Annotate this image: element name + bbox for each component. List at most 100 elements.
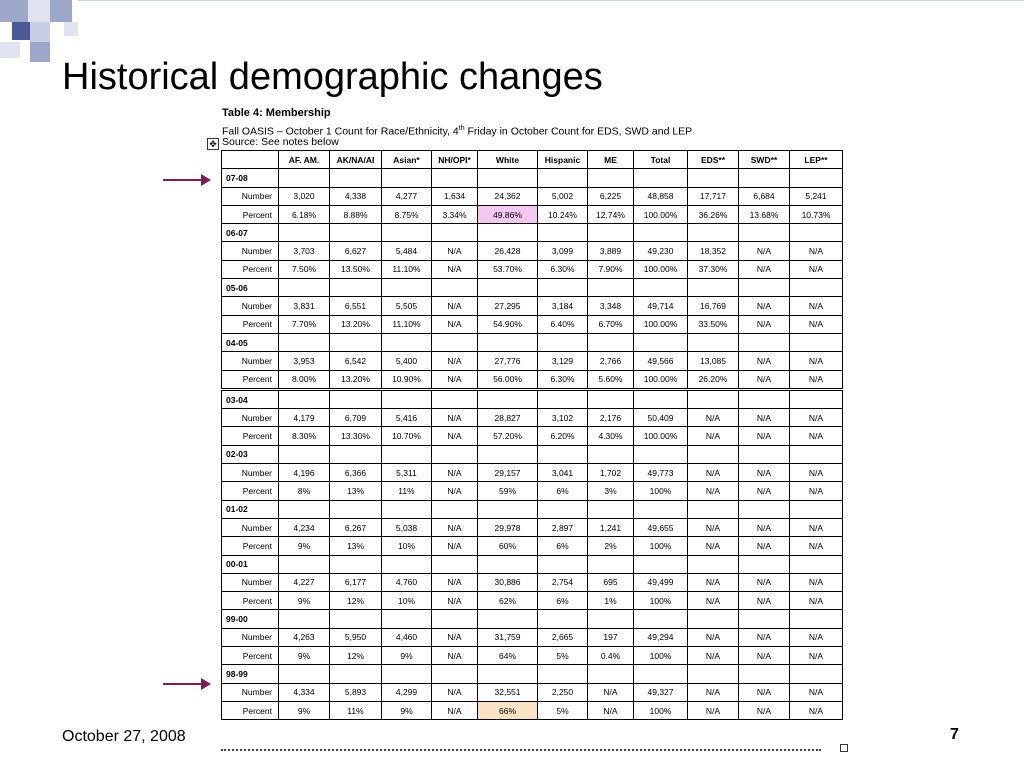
table-subtitle-sup: th bbox=[458, 125, 465, 132]
empty-cell bbox=[738, 554, 790, 574]
table-cell: N/A bbox=[431, 369, 478, 390]
empty-cell bbox=[633, 554, 688, 574]
empty-cell bbox=[431, 168, 478, 188]
empty-cell bbox=[278, 664, 330, 684]
table-cell: 6% bbox=[537, 591, 588, 611]
slide-title: Historical demographic changes bbox=[62, 56, 603, 98]
empty-cell bbox=[633, 278, 688, 298]
table-cell: 50,409 bbox=[633, 408, 688, 428]
empty-cell bbox=[738, 499, 790, 519]
table-cell: 100.00% bbox=[633, 204, 688, 225]
table-cell: 4,460 bbox=[381, 627, 432, 648]
column-header: AK/NA/AI bbox=[329, 149, 382, 170]
row-label: Percent bbox=[221, 481, 279, 501]
table-cell: 49,294 bbox=[633, 627, 688, 648]
empty-cell bbox=[431, 332, 478, 353]
table-cell: 7.50% bbox=[278, 259, 330, 280]
table-row: Number 3,020 4,338 4,277 1,634 24,362 5,002 6,2… bbox=[221, 186, 843, 206]
empty-cell bbox=[477, 444, 538, 465]
table-cell: 27,295 bbox=[477, 296, 538, 316]
table-cell: 6,225 bbox=[587, 186, 634, 206]
empty-cell bbox=[687, 499, 739, 519]
table-row: Number 4,263 5,950 4,460 N/A 31,759 2,665 197 49… bbox=[221, 627, 843, 648]
table-cell: 13.50% bbox=[329, 259, 382, 280]
table-cell: 4,334 bbox=[278, 682, 330, 702]
table-move-handle-icon[interactable]: ✥ bbox=[207, 138, 219, 150]
table-cell: 6.30% bbox=[537, 369, 588, 390]
column-header: Asian* bbox=[381, 149, 432, 170]
empty-cell bbox=[633, 664, 688, 684]
table-cell: 49,230 bbox=[633, 241, 688, 261]
table-cell: 8.00% bbox=[278, 369, 330, 390]
table-cell: 10.90% bbox=[381, 369, 432, 390]
table-cell: 5,400 bbox=[381, 351, 432, 371]
empty-cell bbox=[537, 168, 588, 188]
table-cell: N/A bbox=[738, 314, 790, 334]
table-cell: 10% bbox=[381, 536, 432, 556]
row-label: Number bbox=[221, 517, 279, 538]
header-row: AF. AM. AK/NA/AI Asian* NH/OPI* White Hispani… bbox=[221, 149, 843, 170]
table-cell: 3,953 bbox=[278, 351, 330, 371]
table-row: Percent 9% 12% 9% N/A 64% 5% 0.4% 100% N/A N/A N/A bbox=[221, 646, 843, 666]
empty-cell bbox=[789, 664, 843, 684]
table-cell: N/A bbox=[789, 426, 843, 446]
table-cell: N/A bbox=[789, 241, 843, 261]
table-cell: 6% bbox=[537, 481, 588, 501]
table-cell: 16,769 bbox=[687, 296, 739, 316]
table-cell: N/A bbox=[431, 646, 478, 666]
table-cell: N/A bbox=[789, 536, 843, 556]
table-cell: 33.50% bbox=[687, 314, 739, 334]
table-cell: 5,311 bbox=[381, 463, 432, 483]
empty-cell bbox=[738, 444, 790, 465]
empty-cell bbox=[278, 554, 330, 574]
table-cell: 32,551 bbox=[477, 682, 538, 702]
empty-cell bbox=[477, 223, 538, 243]
empty-cell bbox=[278, 223, 330, 243]
table-cell: 100% bbox=[633, 646, 688, 666]
table-cell: 6,684 bbox=[738, 186, 790, 206]
resize-handle-icon[interactable] bbox=[840, 744, 848, 752]
table-cell: 100% bbox=[633, 481, 688, 501]
empty-cell bbox=[789, 387, 843, 410]
table-cell: 100.00% bbox=[633, 369, 688, 390]
table-cell: N/A bbox=[738, 572, 790, 593]
table-cell: N/A bbox=[738, 463, 790, 483]
table-cell: 49,566 bbox=[633, 351, 688, 371]
table-cell: 3,184 bbox=[537, 296, 588, 316]
decor-square bbox=[0, 42, 20, 58]
table-cell: N/A bbox=[738, 591, 790, 611]
empty-cell bbox=[587, 168, 634, 188]
empty-cell bbox=[278, 444, 330, 465]
table-cell: N/A bbox=[738, 351, 790, 371]
empty-cell bbox=[789, 609, 843, 629]
empty-cell bbox=[633, 168, 688, 188]
empty-cell bbox=[477, 664, 538, 684]
table-cell: 8.30% bbox=[278, 426, 330, 446]
column-header: Hispanic bbox=[537, 149, 588, 170]
column-header: Total bbox=[633, 149, 688, 170]
table-cell: 5,950 bbox=[329, 627, 382, 648]
empty-cell bbox=[633, 499, 688, 519]
table-cell: 26,428 bbox=[477, 241, 538, 261]
table-cell: N/A bbox=[789, 572, 843, 593]
empty-cell bbox=[537, 278, 588, 298]
table-cell: 11.10% bbox=[381, 314, 432, 334]
table-cell: 2,897 bbox=[537, 517, 588, 538]
table-cell: 5,241 bbox=[789, 186, 843, 206]
table-cell: 5,002 bbox=[537, 186, 588, 206]
empty-cell bbox=[789, 554, 843, 574]
empty-cell bbox=[537, 444, 588, 465]
table-cell: 6.30% bbox=[537, 259, 588, 280]
table-cell: 5,416 bbox=[381, 408, 432, 428]
table-cell: 66% bbox=[477, 700, 538, 721]
table-cell: N/A bbox=[687, 627, 739, 648]
empty-cell bbox=[431, 554, 478, 574]
year-row: 00-01 bbox=[221, 554, 843, 574]
empty-cell bbox=[633, 609, 688, 629]
empty-cell bbox=[537, 387, 588, 410]
table-cell: N/A bbox=[738, 369, 790, 390]
table-cell: 13.20% bbox=[329, 314, 382, 334]
table-cell: N/A bbox=[431, 481, 478, 501]
table-cell: 49.86% bbox=[477, 204, 538, 225]
table-cell: 10.70% bbox=[381, 426, 432, 446]
